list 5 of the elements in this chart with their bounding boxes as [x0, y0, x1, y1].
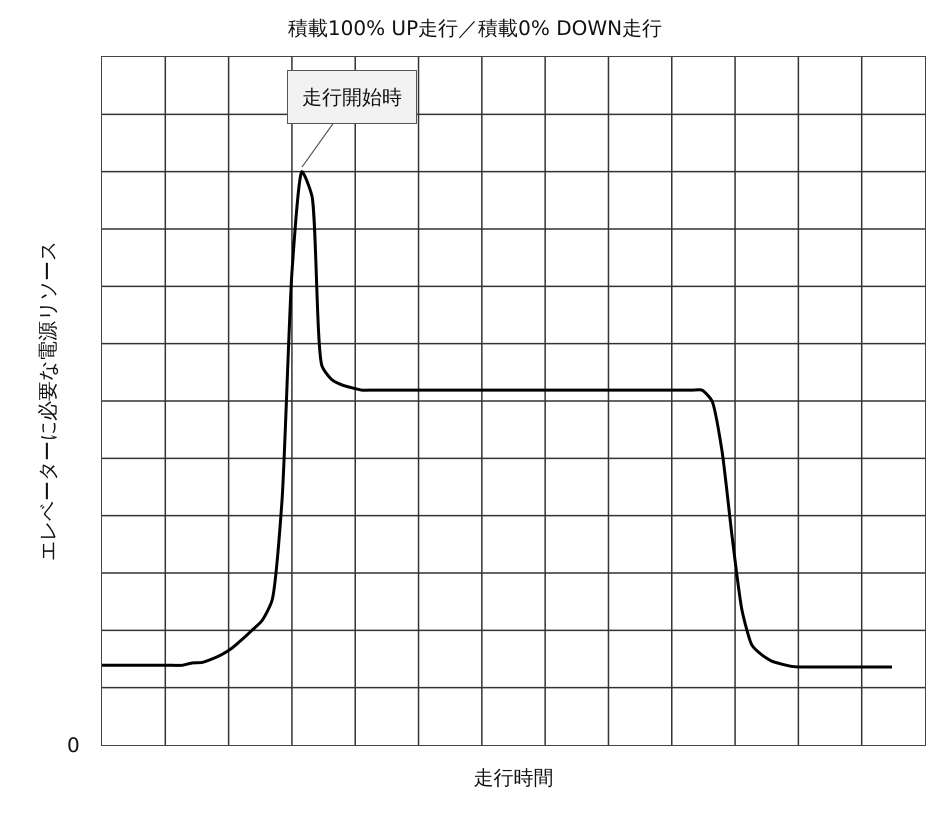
x-axis-title: 走行時間 — [474, 766, 554, 790]
text: 0 — [67, 733, 80, 757]
chart-title: 積載100% UP走行／積載0% DOWN走行 — [288, 16, 662, 40]
y-axis-title: エレベーターに必要な電源リソース — [36, 241, 60, 561]
text: 走行開始時 — [302, 85, 402, 109]
